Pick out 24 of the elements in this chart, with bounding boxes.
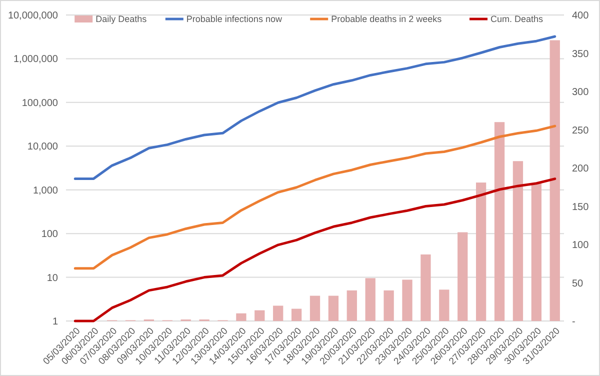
y2-tick-label: 50: [572, 278, 584, 290]
y-tick-label: 10,000: [27, 142, 58, 153]
y2-tick-label: -: [572, 316, 576, 328]
y2-tick-label: 250: [572, 125, 590, 136]
line-series: [74, 124, 556, 270]
y-tick-label: 100: [41, 229, 58, 240]
legend-label: Probable deaths in 2 weeks: [331, 14, 442, 24]
y-tick-label: 10,000,000: [8, 10, 58, 22]
y-tick-label: 10: [46, 272, 58, 284]
legend-label: Probable infections now: [186, 14, 282, 24]
y2-tick-label: 100: [572, 240, 590, 251]
y2-tick-label: 200: [572, 164, 590, 174]
y-tick-label: 100,000: [22, 98, 58, 109]
y-tick-label: 1,000,000: [14, 54, 58, 66]
y2-tick-label: 150: [572, 202, 590, 213]
y-tick-label: 1: [52, 316, 58, 328]
line-series: [74, 178, 556, 322]
legend-label: Daily Deaths: [96, 14, 148, 24]
y2-tick-label: 300: [572, 87, 590, 98]
legend-label: Cum. Deaths: [490, 14, 544, 24]
line-series: [74, 35, 556, 180]
y2-tick-label: 400: [572, 10, 590, 22]
y-tick-label: 1,000: [32, 185, 58, 196]
y2-tick-label: 350: [572, 48, 590, 60]
